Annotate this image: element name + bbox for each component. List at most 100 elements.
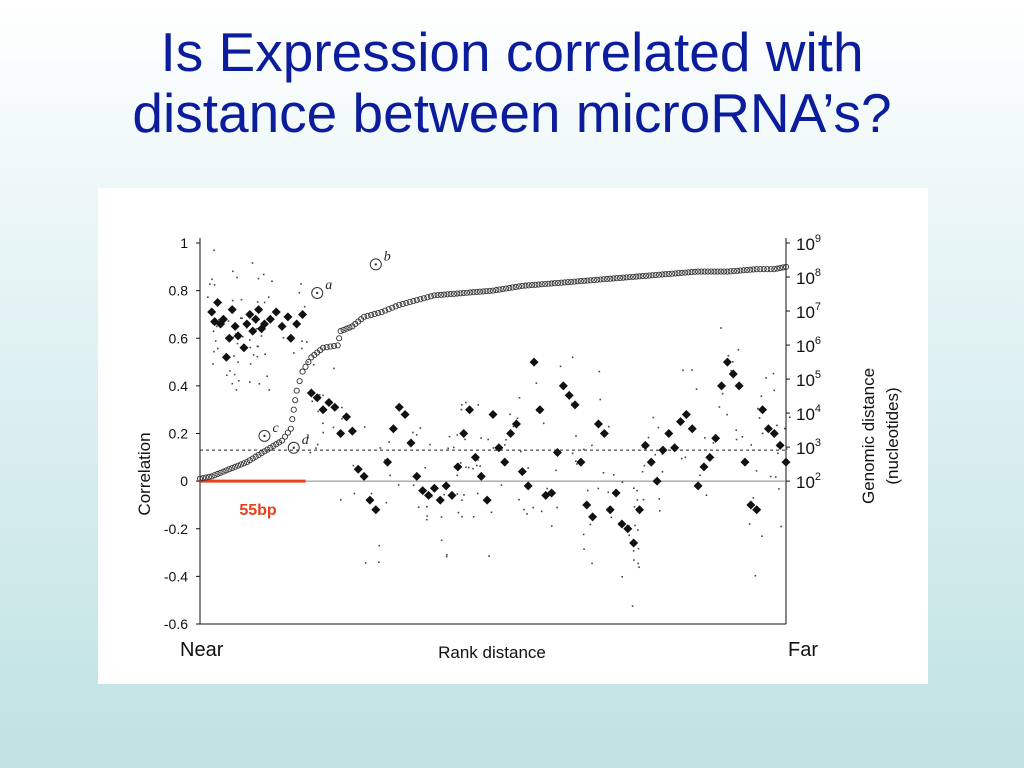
genomic-distance-point (633, 273, 640, 280)
correlation-point (207, 307, 217, 317)
background-dot (512, 425, 515, 428)
background-dot (453, 446, 455, 449)
background-dot (476, 464, 478, 467)
genomic-distance-point (281, 433, 289, 440)
correlation-point (365, 495, 375, 505)
genomic-distance-point (447, 291, 454, 298)
genomic-distance-point (346, 324, 353, 331)
correlation-point (435, 495, 445, 505)
genomic-distance-point (538, 281, 545, 288)
correlation-point (640, 440, 650, 450)
genomic-distance-point (551, 280, 558, 287)
genomic-distance-point (506, 284, 513, 292)
background-dot (426, 515, 428, 517)
genomic-distance-point (594, 276, 601, 283)
genomic-distance-point (695, 268, 702, 275)
correlation-point (775, 440, 785, 450)
genomic-distance-point (548, 280, 555, 287)
background-dot (212, 330, 215, 333)
background-dot (754, 574, 757, 577)
background-dot (249, 363, 252, 365)
background-dot (721, 392, 724, 395)
annotation-label: a (325, 278, 332, 293)
correlation-point (564, 390, 574, 400)
correlation-point (687, 424, 697, 434)
background-dot (758, 417, 761, 419)
background-dot (582, 533, 585, 536)
correlation-point (781, 457, 791, 467)
genomic-distance-point (600, 276, 607, 283)
correlation-point (664, 429, 674, 438)
genomic-distance-point (561, 279, 568, 286)
background-dot (312, 363, 315, 366)
genomic-distance-point (607, 275, 614, 282)
correlation-point (752, 505, 762, 515)
background-dot (322, 431, 325, 434)
genomic-distance-point (774, 265, 781, 272)
correlation-point (717, 381, 727, 391)
correlation-point (453, 462, 463, 472)
genomic-distance-point (743, 266, 750, 274)
correlation-point (535, 405, 545, 415)
background-dot (637, 547, 640, 550)
x-axis-title: Rank distance (438, 643, 546, 662)
right-tick-label: 102 (796, 471, 821, 492)
correlation-point (576, 457, 586, 467)
background-dot (778, 488, 780, 490)
background-dot (239, 317, 242, 319)
right-axis-title-line-1: Genomic distance (859, 368, 878, 504)
genomic-distance-point (771, 266, 778, 273)
background-dot (311, 400, 314, 403)
correlation-point (324, 398, 334, 408)
background-dot (727, 354, 730, 357)
background-dot (262, 273, 265, 276)
correlation-point (245, 309, 255, 319)
genomic-distance-point (284, 429, 291, 436)
background-dot (542, 422, 545, 425)
genomic-distance-point (777, 264, 784, 272)
correlation-point (617, 519, 627, 529)
genomic-distance-point (704, 268, 711, 275)
correlation-point (605, 505, 615, 515)
genomic-distance-point (584, 277, 591, 284)
background-dot (271, 280, 273, 283)
genomic-distance-point (711, 268, 718, 275)
background-dot (661, 453, 664, 455)
correlation-point (298, 309, 308, 319)
background-dot (231, 382, 234, 385)
y-tick-label: 0.6 (169, 330, 189, 346)
background-dot (257, 345, 259, 348)
background-dot (712, 442, 715, 444)
background-dot (477, 458, 479, 461)
annotation-dot (374, 263, 377, 266)
background-dot (440, 539, 443, 542)
correlation-point (758, 405, 768, 415)
genomic-distance-point (330, 342, 338, 350)
background-dot (465, 401, 467, 404)
genomic-distance-point (564, 279, 571, 286)
genomic-distance-point (659, 271, 666, 278)
background-dot (461, 515, 463, 518)
background-dot (769, 475, 772, 478)
background-dot (680, 457, 683, 460)
background-dot (750, 444, 753, 446)
correlation-point (359, 471, 369, 481)
genomic-distance-point (646, 272, 653, 279)
background-dot (298, 291, 301, 294)
genomic-distance-point (542, 280, 549, 288)
genomic-distance-point (334, 342, 341, 349)
correlation-point (459, 429, 469, 438)
background-dot (479, 465, 481, 467)
genomic-distance-point (691, 268, 698, 275)
genomic-distance-point (460, 289, 467, 297)
correlation-point (599, 429, 609, 438)
genomic-distance-point (302, 363, 309, 370)
background-dot (236, 342, 239, 345)
y-tick-label: -0.4 (164, 568, 188, 584)
genomic-distance-point (337, 328, 344, 335)
background-dot (248, 381, 251, 383)
genomic-distance-point (441, 291, 448, 298)
genomic-distance-point (399, 300, 406, 308)
correlation-point (388, 424, 398, 434)
background-dot (233, 355, 235, 357)
